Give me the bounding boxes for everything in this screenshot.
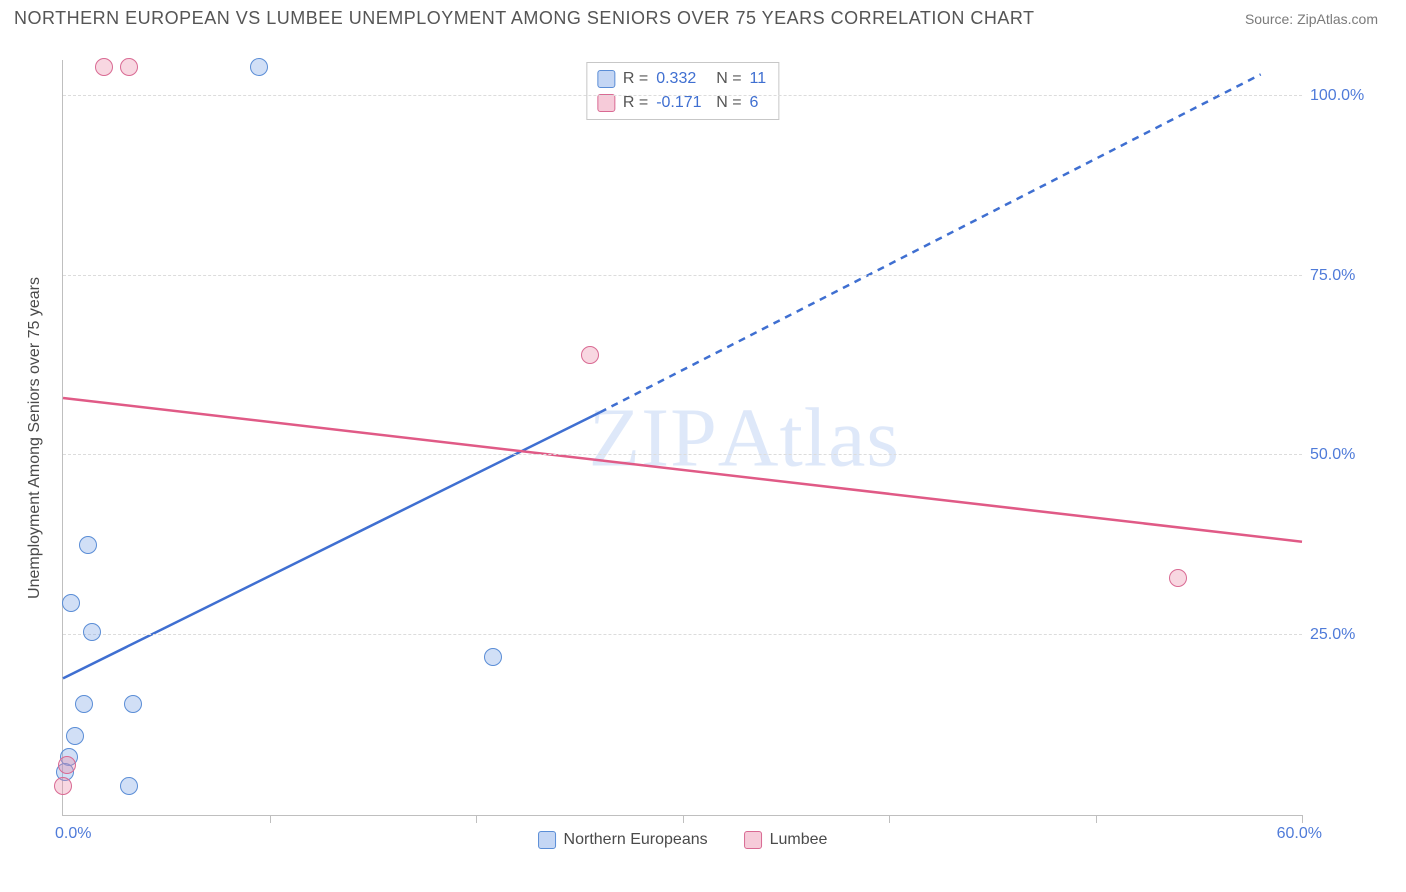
data-point [120,58,138,76]
y-tick-label: 50.0% [1310,446,1380,464]
data-point [83,623,101,641]
chart-container: ZIPAtlas R = 0.332 N = 11 R = -0.171 N =… [14,40,1392,874]
y-tick-label: 75.0% [1310,267,1380,285]
chart-title: NORTHERN EUROPEAN VS LUMBEE UNEMPLOYMENT… [14,8,1035,29]
data-point [1169,569,1187,587]
chart-header: NORTHERN EUROPEAN VS LUMBEE UNEMPLOYMENT… [0,0,1406,29]
data-point [484,648,502,666]
data-point [62,594,80,612]
y-tick-label: 100.0% [1310,87,1380,105]
y-axis-title: Unemployment Among Seniors over 75 years [26,277,44,599]
data-point [250,58,268,76]
x-tick [1096,815,1097,823]
data-point [58,756,76,774]
swatch-icon [538,831,556,849]
grid-line [63,454,1302,455]
x-tick [683,815,684,823]
grid-line [63,275,1302,276]
chart-source: Source: ZipAtlas.com [1245,11,1378,27]
legend-label: Lumbee [770,831,828,849]
legend-item: Northern Europeans [538,831,708,849]
grid-line [63,634,1302,635]
legend: Northern Europeans Lumbee [538,831,828,849]
data-point [124,695,142,713]
data-point [120,777,138,795]
legend-item: Lumbee [744,831,828,849]
stat-n-value: 11 [750,67,767,91]
data-point [95,58,113,76]
trend-lines [63,60,1302,815]
y-tick-label: 25.0% [1310,626,1380,644]
stat-n-label: N = [716,67,741,91]
stats-row: R = 0.332 N = 11 [597,67,766,91]
data-point [75,695,93,713]
data-point [54,777,72,795]
stat-r-label: R = [623,67,648,91]
x-tick [1302,815,1303,823]
x-tick [889,815,890,823]
data-point [581,346,599,364]
x-tick [270,815,271,823]
x-tick [476,815,477,823]
plot-area: ZIPAtlas R = 0.332 N = 11 R = -0.171 N =… [62,60,1302,816]
stats-box: R = 0.332 N = 11 R = -0.171 N = 6 [586,62,779,120]
grid-line [63,95,1302,96]
x-max-label: 60.0% [1277,825,1322,843]
x-origin-label: 0.0% [55,825,91,843]
swatch-icon [744,831,762,849]
stat-r-value: 0.332 [656,67,708,91]
data-point [66,727,84,745]
data-point [79,536,97,554]
swatch-icon [597,70,615,88]
legend-label: Northern Europeans [564,831,708,849]
swatch-icon [597,94,615,112]
